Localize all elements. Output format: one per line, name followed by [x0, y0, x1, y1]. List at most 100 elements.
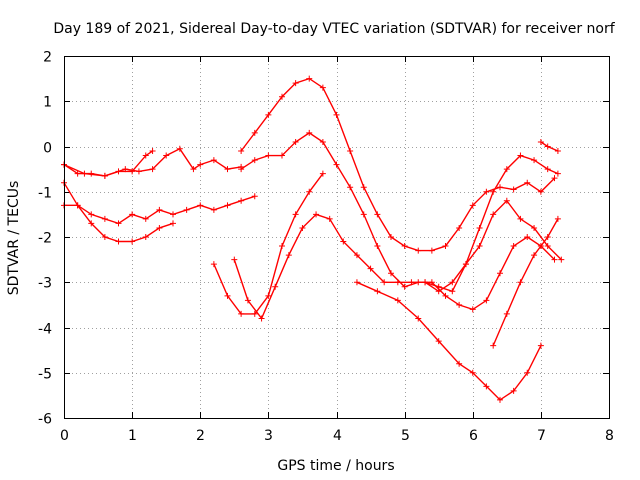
x-tick-label: 8 [605, 428, 614, 444]
data-point [462, 261, 469, 268]
data-point [353, 252, 360, 259]
y-tick-label: -4 [38, 322, 52, 338]
data-point [483, 188, 490, 195]
data-point [401, 283, 408, 290]
data-point [517, 152, 524, 159]
x-axis-label: GPS time / hours [277, 458, 394, 474]
data-point [156, 224, 163, 231]
data-point [149, 166, 156, 173]
series-track-k [422, 152, 561, 295]
data-point [142, 234, 149, 240]
data-point [517, 279, 524, 286]
data-point [558, 256, 565, 263]
data-point [476, 243, 483, 250]
data-point [183, 206, 190, 213]
data-point [313, 211, 320, 218]
data-point [285, 252, 292, 259]
data-point [210, 206, 217, 213]
data-point [449, 279, 456, 286]
data-point [524, 369, 531, 376]
data-point [176, 145, 183, 152]
data-point [551, 175, 558, 182]
chart-title: Day 189 of 2021, Sidereal Day-to-day VTE… [53, 21, 615, 37]
y-tick-label: -5 [38, 367, 52, 383]
series-line [424, 154, 559, 293]
data-point [238, 148, 245, 155]
data-point [394, 297, 401, 304]
data-point [251, 157, 258, 164]
data-point [510, 243, 517, 250]
data-point [554, 148, 561, 155]
series-layer [61, 75, 565, 403]
data-point [435, 338, 442, 345]
x-tick-label: 6 [469, 428, 478, 444]
data-point [469, 202, 476, 209]
data-point [333, 161, 340, 168]
data-point [170, 220, 176, 227]
data-point [517, 215, 524, 222]
series-track-c [61, 179, 258, 227]
data-point [490, 211, 497, 218]
data-point [231, 256, 238, 263]
plot-frame [64, 56, 610, 419]
data-point [163, 152, 170, 159]
data-point [101, 234, 108, 240]
data-point [497, 270, 503, 277]
data-point [251, 129, 258, 136]
data-point [251, 193, 258, 200]
data-point [469, 369, 476, 376]
data-point [149, 148, 156, 155]
data-point [554, 170, 561, 177]
x-tick-label: 3 [264, 428, 273, 444]
data-point [265, 292, 272, 299]
series-track-j [490, 215, 561, 349]
data-point [537, 188, 544, 195]
data-point [319, 84, 326, 91]
data-point [442, 292, 449, 299]
data-point [510, 387, 517, 394]
y-axis-label: SDTVAR / TECUs [6, 181, 22, 296]
data-point [456, 360, 463, 367]
y-tick-label: -6 [38, 412, 52, 428]
data-point [347, 184, 354, 191]
data-point [272, 283, 279, 290]
series-line [240, 77, 555, 252]
data-point [367, 265, 374, 272]
data-point [544, 234, 551, 240]
data-point [224, 292, 231, 299]
series-track-b [61, 145, 245, 179]
data-point [524, 179, 531, 186]
data-point [279, 93, 285, 100]
data-point [238, 166, 245, 173]
data-point [265, 111, 272, 118]
data-point [503, 310, 510, 317]
data-point [319, 170, 326, 177]
x-tick-label: 2 [196, 428, 205, 444]
data-point [476, 224, 483, 231]
data-point [401, 243, 408, 250]
data-point [490, 342, 497, 349]
data-point [224, 166, 231, 173]
data-point [388, 234, 394, 240]
data-point [347, 148, 354, 155]
data-point [374, 211, 381, 218]
data-point [210, 157, 217, 164]
data-point [224, 202, 231, 209]
data-point [292, 80, 299, 87]
data-point [279, 152, 285, 159]
data-point [279, 243, 285, 250]
data-point [374, 243, 381, 250]
data-point [115, 220, 122, 227]
data-point [503, 166, 510, 173]
data-point [435, 283, 442, 290]
data-point [544, 243, 551, 250]
data-point [122, 166, 129, 173]
data-point [258, 315, 265, 322]
series-track-i [353, 279, 544, 403]
data-point [551, 256, 558, 263]
data-point [503, 197, 510, 204]
data-point [238, 197, 245, 204]
data-point [381, 279, 388, 286]
data-point [408, 279, 415, 286]
y-tick-label: -3 [38, 276, 52, 292]
